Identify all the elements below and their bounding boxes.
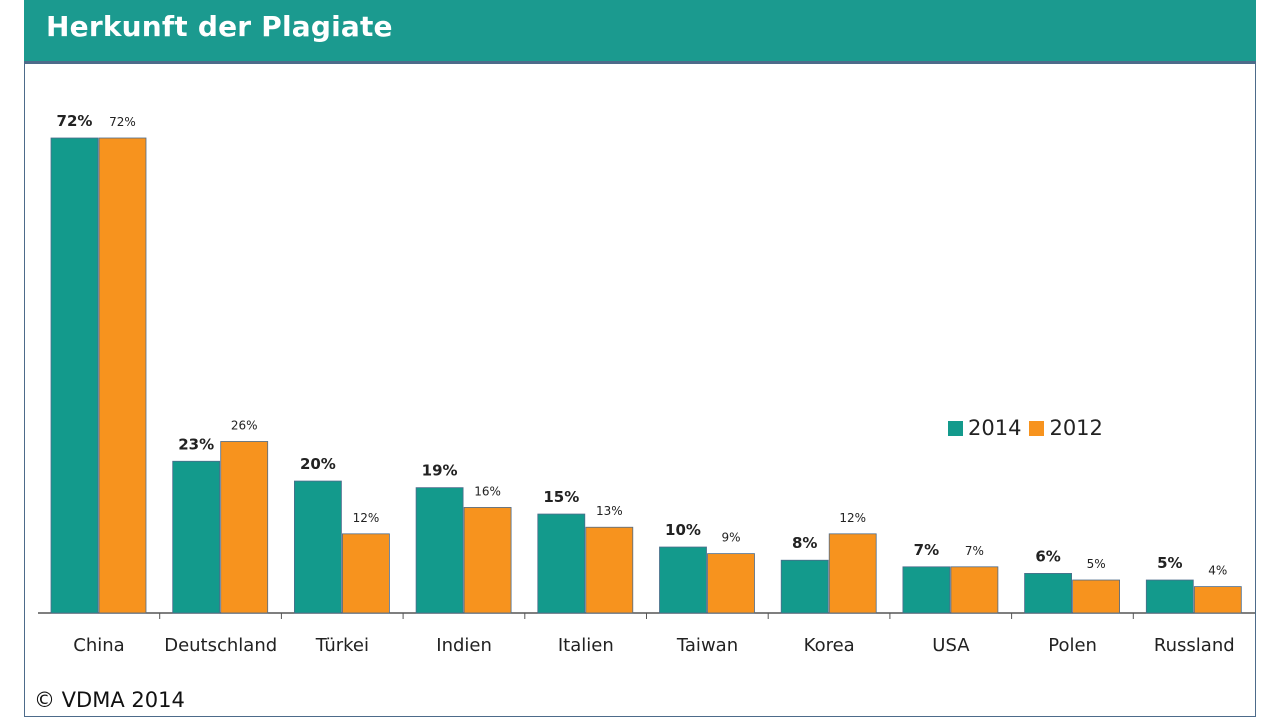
legend-item-2012: 2012 bbox=[1029, 416, 1103, 440]
x-tick-label-polen: Polen bbox=[1048, 635, 1097, 656]
bar-2014-türkei bbox=[293, 480, 342, 614]
bar-2014-italien bbox=[537, 513, 586, 614]
bar-2012-china bbox=[98, 137, 147, 614]
data-label-2012-türkei: 12% bbox=[353, 511, 380, 525]
bar-2014-korea bbox=[780, 559, 829, 614]
bar-2012-polen bbox=[1072, 579, 1120, 614]
x-tick-label-italien: Italien bbox=[558, 635, 614, 656]
x-tick-label-usa: USA bbox=[932, 635, 970, 656]
bar-2014-indien bbox=[415, 487, 464, 614]
bar-2012-usa bbox=[950, 566, 999, 614]
x-tick-label-taiwan: Taiwan bbox=[676, 635, 738, 656]
title-bar: Herkunft der Plagiate bbox=[24, 0, 1256, 64]
data-label-2014-türkei: 20% bbox=[300, 455, 336, 473]
x-tick-label-indien: Indien bbox=[436, 635, 492, 656]
legend: 2014 2012 bbox=[948, 416, 1103, 440]
bar-2012-indien bbox=[463, 507, 512, 614]
bar-2012-deutschland bbox=[220, 441, 269, 614]
copyright-note: © VDMA 2014 bbox=[34, 688, 185, 712]
data-label-2012-usa: 7% bbox=[965, 544, 984, 558]
x-tick-label-korea: Korea bbox=[804, 635, 855, 656]
x-tick-label-russland: Russland bbox=[1154, 635, 1235, 656]
x-tick-label-china: China bbox=[73, 635, 124, 656]
data-label-2012-deutschland: 26% bbox=[231, 418, 258, 432]
data-label-2012-indien: 16% bbox=[474, 484, 501, 498]
legend-swatch-2012 bbox=[1029, 420, 1045, 436]
bar-2012-taiwan bbox=[707, 553, 755, 614]
data-label-2014-china: 72% bbox=[57, 112, 93, 130]
data-label-2014-polen: 6% bbox=[1035, 547, 1060, 565]
data-label-2014-taiwan: 10% bbox=[665, 521, 701, 539]
bar-2012-russland bbox=[1193, 586, 1242, 614]
bar-2012-korea bbox=[828, 533, 877, 614]
legend-label-2014: 2014 bbox=[968, 416, 1022, 440]
bar-2014-russland bbox=[1145, 579, 1194, 614]
bar-2014-taiwan bbox=[659, 546, 707, 614]
legend-label-2012: 2012 bbox=[1049, 416, 1103, 440]
data-label-2012-korea: 12% bbox=[839, 511, 866, 525]
bar-2014-deutschland bbox=[172, 460, 221, 614]
chart-title: Herkunft der Plagiate bbox=[46, 10, 393, 43]
data-label-2012-polen: 5% bbox=[1087, 557, 1106, 571]
data-label-2014-italien: 15% bbox=[543, 488, 579, 506]
legend-swatch-2014 bbox=[948, 420, 963, 436]
bar-2012-italien bbox=[585, 526, 634, 614]
legend-item-2014: 2014 bbox=[948, 416, 1021, 440]
data-label-2014-korea: 8% bbox=[792, 534, 817, 552]
data-label-2014-deutschland: 23% bbox=[178, 435, 214, 453]
data-label-2014-russland: 5% bbox=[1157, 554, 1182, 572]
data-label-2012-russland: 4% bbox=[1208, 564, 1227, 578]
data-label-2012-taiwan: 9% bbox=[721, 531, 740, 545]
bar-2014-polen bbox=[1024, 573, 1072, 614]
data-label-2014-usa: 7% bbox=[914, 541, 939, 559]
bar-2014-usa bbox=[902, 566, 951, 614]
x-tick-label-deutschland: Deutschland bbox=[164, 635, 277, 656]
data-label-2012-china: 72% bbox=[109, 115, 136, 129]
bar-2014-china bbox=[50, 137, 99, 614]
bar-2012-türkei bbox=[341, 533, 390, 614]
data-label-2014-indien: 19% bbox=[422, 462, 458, 480]
data-label-2012-italien: 13% bbox=[596, 504, 623, 518]
x-tick-label-türkei: Türkei bbox=[315, 635, 369, 656]
